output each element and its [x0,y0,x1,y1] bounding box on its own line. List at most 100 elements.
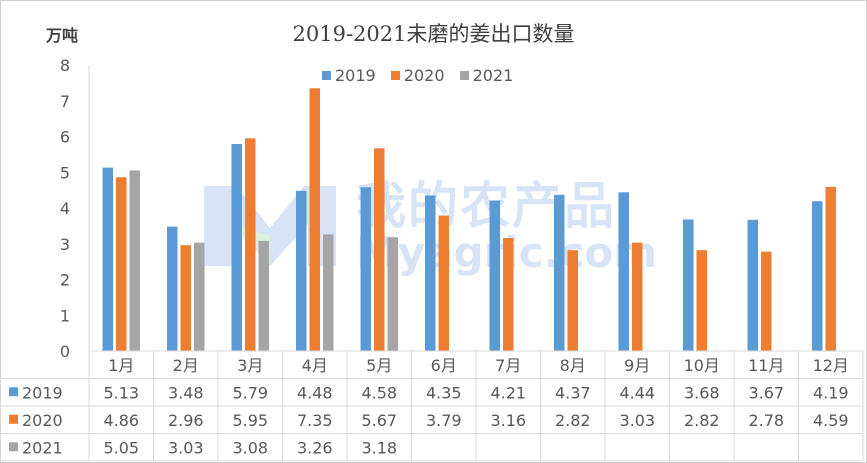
data-label-2019-8: 4.37 [555,383,591,402]
data-label-2020-9: 3.03 [619,411,655,430]
x-tick-label: 6月 [431,356,457,375]
bar-2019-8 [554,194,565,351]
x-tick-label: 11月 [748,356,784,375]
data-label-2019-9: 4.44 [619,383,655,402]
y-tick-label: 4 [60,199,70,218]
legend-label-2021: 2021 [472,66,514,85]
data-label-2021-3: 3.08 [232,438,268,457]
data-label-2019-5: 4.58 [361,383,397,402]
x-tick-label: 3月 [237,356,263,375]
y-tick-label: 1 [60,306,70,325]
legend-swatch-2020 [390,71,400,80]
data-label-2020-7: 3.16 [490,411,526,430]
bar-2019-3 [231,144,242,351]
data-table: 1月 2月 3月 4月 5月 6月 7月 8月 9月 10月 11月 12月 2019 5.13 3.48 5… [0,350,864,462]
bar-2019-11 [747,219,758,351]
bar-2020-4 [309,88,320,352]
data-label-2020-11: 2.78 [748,411,784,430]
data-label-2020-2: 2.96 [168,411,204,430]
bar-layer [102,88,836,352]
data-label-2019-6: 4.35 [426,383,462,402]
table-series-label-2021: 2021 [22,438,63,457]
bar-2021-5 [387,237,398,351]
bar-2020-11 [761,251,772,351]
x-tick-label: 10月 [684,356,720,375]
x-tick-label: 9月 [624,356,650,375]
data-label-2021-2: 3.03 [168,438,204,457]
bar-2021-3 [258,240,269,351]
bar-2020-2 [180,245,191,351]
bar-2019-10 [683,219,694,351]
table-series-label-2020: 2020 [22,411,63,430]
bar-2020-7 [503,238,514,351]
table-legend-swatch-2019 [9,387,18,397]
data-label-2020-1: 4.86 [103,411,139,430]
chart-title: 2019-2021未磨的姜出口数量 [292,22,575,46]
x-tick-label: 1月 [108,356,134,375]
x-tick-label: 12月 [813,356,849,375]
x-tick-label: 2月 [173,356,199,375]
data-label-2021-5: 3.18 [361,438,397,457]
y-tick-label: 7 [60,92,70,111]
x-tick-label: 5月 [366,356,392,375]
legend-label-2019: 2019 [335,66,376,85]
data-label-2019-4: 4.48 [297,383,333,402]
data-label-2020-4: 7.35 [297,411,333,430]
legend-swatch-2019 [322,71,331,80]
data-label-2019-3: 5.79 [232,383,268,402]
data-label-2021-1: 5.05 [103,438,139,457]
data-label-2020-8: 2.82 [555,411,591,430]
data-label-2020-5: 5.67 [361,411,397,430]
bar-2020-10 [696,250,707,351]
bar-2019-12 [812,201,823,351]
data-label-2019-12: 4.19 [813,383,849,402]
data-label-2020-6: 3.79 [426,411,462,430]
y-tick-label: 2 [60,271,70,290]
data-label-2020-12: 4.59 [813,411,849,430]
bar-2019-4 [296,190,307,351]
data-label-2021-4: 3.26 [297,438,333,457]
y-tick-label: 5 [60,163,70,182]
data-label-2019-11: 3.67 [748,383,784,402]
y-tick-label: 0 [60,342,70,361]
bar-2021-1 [129,170,140,351]
bar-2021-4 [323,234,334,351]
table-legend-swatch-2021 [9,442,18,452]
table-series-label-2019: 2019 [22,383,63,402]
bar-2019-9 [618,192,629,351]
legend-item-2021: 2021 [459,66,514,85]
legend-swatch-2021 [459,71,469,80]
data-label-2019-2: 3.48 [168,383,204,402]
bar-2020-8 [567,250,578,351]
data-label-2019-1: 5.13 [103,383,139,402]
bar-2021-2 [194,242,205,351]
bar-2020-3 [245,138,256,351]
legend-item-2020: 2020 [390,66,445,85]
bar-2020-1 [116,177,127,351]
bar-2020-6 [438,215,449,351]
bar-2019-7 [489,200,500,351]
bar-2019-1 [102,167,113,351]
data-label-2020-3: 5.95 [232,411,268,430]
y-tick-label: 3 [60,235,70,254]
bar-2020-12 [825,186,836,351]
y-tick-label: 6 [60,128,70,147]
x-tick-label: 4月 [302,356,328,375]
x-tick-label: 7月 [495,356,521,375]
bar-2019-6 [425,195,436,351]
x-tick-label: 8月 [560,356,586,375]
data-label-2019-10: 3.68 [684,383,720,402]
bar-2020-9 [632,242,643,351]
axis-layer: 0 1 2 3 4 5 6 7 8 [60,56,90,361]
legend: 2019 2020 2021 [322,66,523,85]
y-axis-unit-label: 万吨 [46,26,79,45]
bar-2020-5 [374,148,385,351]
bar-2019-2 [167,226,178,351]
data-label-2020-10: 2.82 [684,411,720,430]
y-tick-label: 8 [60,56,70,75]
table-legend-swatch-2020 [9,414,18,424]
legend-label-2020: 2020 [403,66,445,85]
data-label-2019-7: 4.21 [490,383,526,402]
legend-item-2019: 2019 [322,66,376,85]
